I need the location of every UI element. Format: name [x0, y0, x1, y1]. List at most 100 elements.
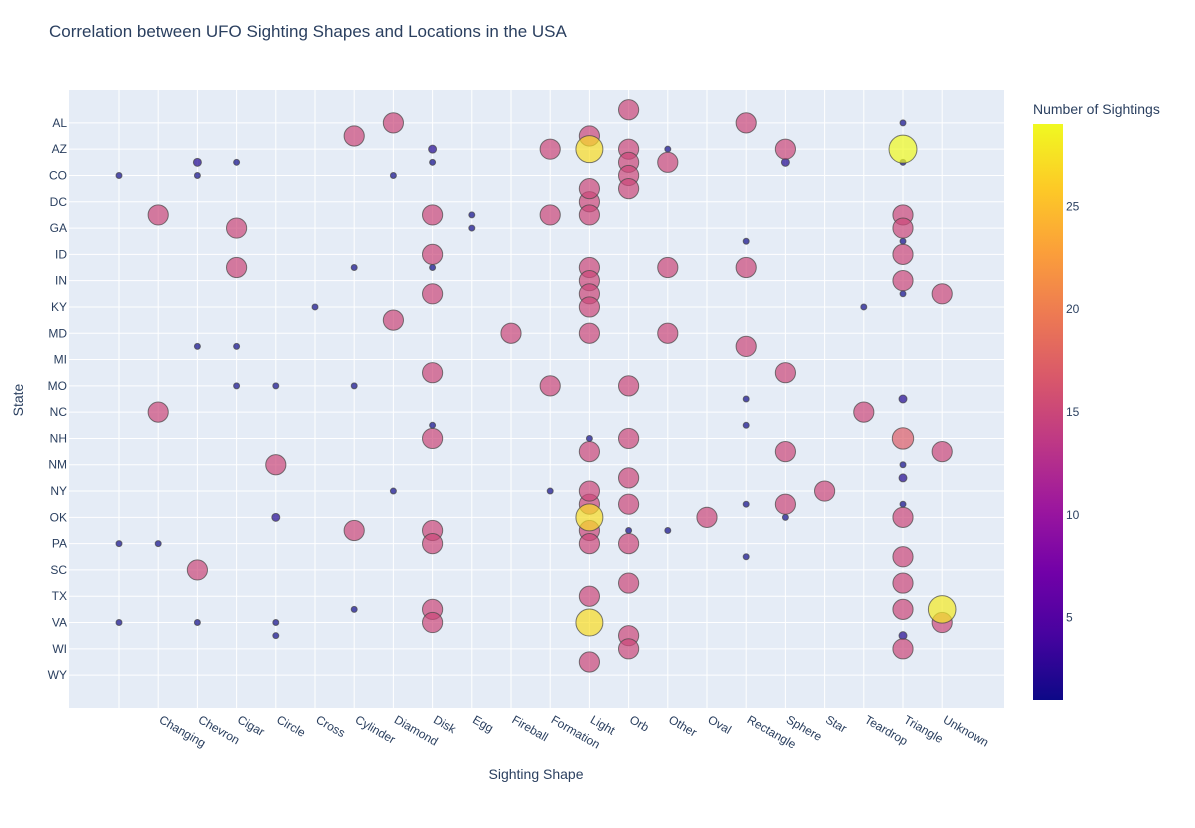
scatter-point[interactable] [500, 322, 522, 344]
scatter-point[interactable] [578, 322, 601, 344]
scatter-points[interactable] [115, 99, 957, 673]
scatter-point[interactable] [735, 256, 757, 279]
scatter-point[interactable] [193, 171, 201, 179]
scatter-point[interactable] [429, 158, 437, 166]
scatter-point[interactable] [774, 138, 797, 160]
scatter-point[interactable] [618, 178, 640, 200]
scatter-point[interactable] [265, 454, 287, 476]
scatter-point[interactable] [742, 421, 750, 429]
scatter-point[interactable] [389, 487, 397, 495]
scatter-point[interactable] [892, 598, 914, 620]
scatter-point[interactable] [192, 157, 202, 167]
scatter-point[interactable] [147, 204, 169, 226]
scatter-point[interactable] [382, 112, 404, 134]
scatter-point[interactable] [154, 540, 162, 548]
scatter-point[interactable] [618, 572, 640, 594]
scatter-point[interactable] [539, 138, 561, 160]
scatter-point[interactable] [422, 533, 444, 555]
scatter-point[interactable] [781, 513, 789, 521]
scatter-point[interactable] [343, 519, 365, 542]
scatter-point[interactable] [343, 125, 365, 147]
scatter-point[interactable] [618, 375, 640, 397]
scatter-point[interactable] [382, 309, 404, 331]
scatter-point[interactable] [774, 362, 797, 384]
scatter-point[interactable] [899, 119, 907, 127]
scatter-point[interactable] [618, 99, 640, 121]
scatter-point[interactable] [618, 427, 640, 450]
scatter-point[interactable] [892, 217, 914, 239]
scatter-point[interactable] [578, 533, 601, 555]
scatter-point[interactable] [272, 632, 280, 640]
scatter-point[interactable] [898, 394, 908, 404]
scatter-point[interactable] [931, 283, 953, 305]
scatter-point[interactable] [575, 503, 604, 532]
scatter-point[interactable] [618, 638, 640, 660]
scatter-point[interactable] [735, 335, 757, 358]
scatter-point[interactable] [618, 533, 640, 555]
scatter-point[interactable] [186, 559, 208, 581]
scatter-point[interactable] [578, 480, 601, 502]
scatter-point[interactable] [468, 224, 476, 232]
scatter-point[interactable] [422, 243, 444, 265]
scatter-point[interactable] [657, 256, 679, 279]
scatter-point[interactable] [899, 500, 907, 508]
scatter-point[interactable] [468, 211, 476, 219]
scatter-point[interactable] [115, 540, 123, 548]
scatter-point[interactable] [931, 440, 953, 463]
scatter-point[interactable] [892, 546, 914, 568]
scatter-point[interactable] [539, 375, 561, 397]
scatter-point[interactable] [892, 243, 914, 265]
scatter-point[interactable] [350, 264, 358, 272]
scatter-point[interactable] [429, 264, 437, 272]
scatter-point[interactable] [428, 144, 438, 154]
scatter-point[interactable] [578, 296, 601, 318]
scatter-point[interactable] [899, 290, 907, 298]
scatter-point[interactable] [193, 619, 201, 627]
scatter-point[interactable] [742, 500, 750, 508]
scatter-point[interactable] [233, 342, 241, 350]
scatter-point[interactable] [350, 605, 358, 613]
scatter-point[interactable] [115, 171, 123, 179]
scatter-point[interactable] [422, 427, 444, 450]
scatter-point[interactable] [742, 395, 750, 403]
scatter-point[interactable] [147, 401, 169, 423]
scatter-point[interactable] [233, 382, 241, 390]
scatter-point[interactable] [578, 585, 601, 607]
scatter-point[interactable] [193, 342, 201, 350]
scatter-point[interactable] [814, 480, 836, 502]
scatter-point[interactable] [618, 467, 640, 489]
scatter-point[interactable] [927, 595, 957, 624]
scatter-point[interactable] [892, 638, 914, 660]
scatter-point[interactable] [226, 256, 248, 279]
scatter-point[interactable] [578, 204, 601, 226]
scatter-point[interactable] [578, 651, 601, 673]
scatter-point[interactable] [899, 237, 907, 245]
scatter-point[interactable] [892, 270, 914, 292]
scatter-point[interactable] [657, 151, 679, 173]
scatter-point[interactable] [271, 512, 281, 522]
scatter-point[interactable] [898, 473, 908, 483]
scatter-point[interactable] [892, 572, 914, 594]
scatter-point[interactable] [233, 158, 241, 166]
scatter-point[interactable] [742, 237, 750, 245]
scatter-point[interactable] [272, 382, 280, 390]
scatter-point[interactable] [735, 112, 757, 134]
scatter-point[interactable] [226, 217, 248, 239]
scatter-point[interactable] [311, 303, 319, 311]
scatter-point[interactable] [696, 506, 718, 528]
scatter-point[interactable] [575, 608, 604, 637]
scatter-point[interactable] [888, 134, 918, 164]
scatter-point[interactable] [860, 303, 868, 311]
scatter-point[interactable] [742, 553, 750, 561]
scatter-point[interactable] [899, 461, 907, 469]
scatter-point[interactable] [575, 135, 604, 164]
scatter-point[interactable] [774, 440, 797, 463]
scatter-point[interactable] [585, 434, 593, 442]
scatter-point[interactable] [618, 493, 640, 515]
scatter-point[interactable] [774, 493, 797, 515]
scatter-point[interactable] [657, 322, 679, 344]
scatter-point[interactable] [422, 611, 444, 634]
scatter-point[interactable] [578, 440, 601, 463]
scatter-point[interactable] [350, 382, 358, 390]
